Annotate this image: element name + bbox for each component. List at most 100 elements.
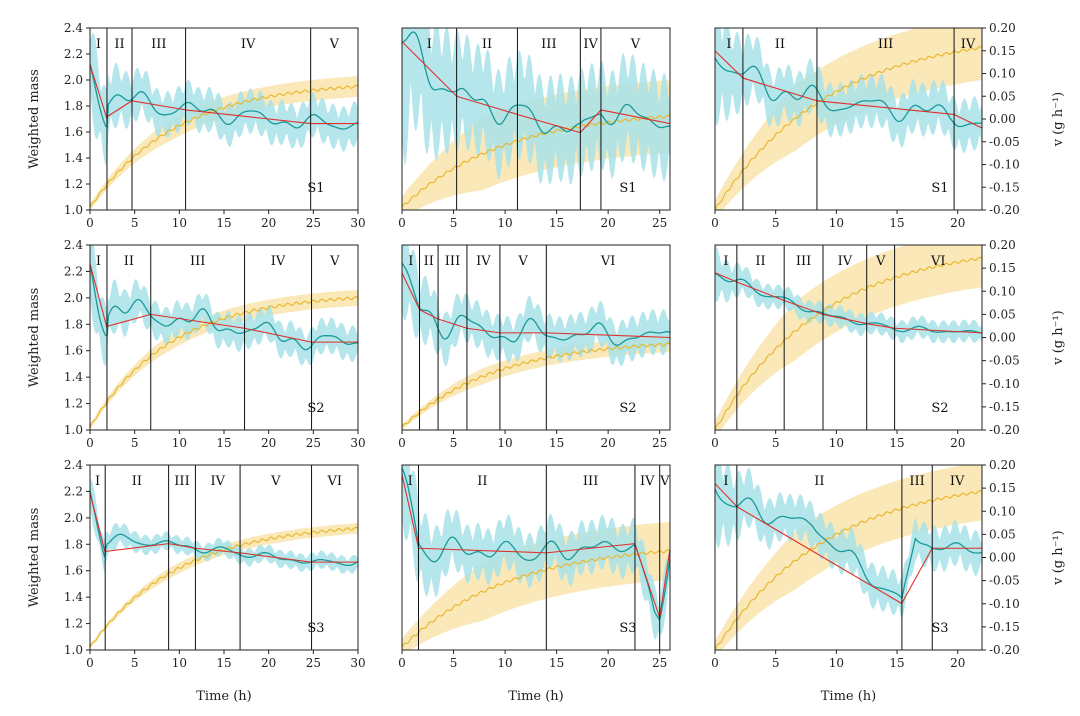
phase-label: IV (950, 474, 965, 489)
rate-line (715, 57, 982, 128)
phase-fit-line (131, 100, 186, 111)
v-axis-label: v (g h⁻¹) (1051, 92, 1066, 148)
x-tick-label: 30 (350, 656, 365, 670)
phase-fit-line (466, 327, 500, 334)
x-tick-label: 0 (711, 216, 719, 230)
phase-label: V (630, 37, 641, 52)
phase-label: I (95, 474, 100, 489)
phase-fit-line (90, 263, 108, 329)
mass-line (402, 549, 670, 648)
mass-band (90, 76, 358, 210)
x-tick-label: 0 (711, 656, 719, 670)
phase-label: III (174, 474, 189, 489)
phase-label: V (270, 474, 281, 489)
x-axis-label: Time (h) (821, 689, 877, 704)
phase-label: III (541, 37, 556, 52)
x-tick-label: 10 (497, 216, 512, 230)
rate-line (402, 467, 670, 621)
sample-label: S3 (307, 621, 324, 636)
rate-line (402, 262, 670, 346)
y-tick-label: 1.0 (64, 423, 83, 437)
rate-line (90, 490, 358, 567)
x-tick-label: 20 (261, 216, 276, 230)
mass-band (715, 28, 982, 210)
phase-label: II (132, 474, 142, 489)
v-tick-label: -0.15 (989, 620, 1020, 634)
x-tick-label: 10 (172, 436, 187, 450)
phase-label: VI (930, 254, 946, 269)
v-tick-label: 0.05 (989, 307, 1016, 321)
y-tick-label: 2.4 (64, 458, 83, 472)
phase-label: IV (961, 37, 976, 52)
y-tick-label: 2.4 (64, 238, 83, 252)
phase-fit-line (90, 64, 108, 119)
x-tick-label: 0 (86, 216, 94, 230)
x-tick-label: 0 (711, 436, 719, 450)
v-tick-label: -0.05 (989, 135, 1020, 149)
v-tick-label: 0.05 (989, 527, 1016, 541)
phase-fit-line (168, 543, 196, 549)
rate-band (715, 246, 982, 344)
rate-band (90, 245, 358, 366)
y-tick-label: 2.2 (64, 484, 83, 498)
plot-area (402, 28, 670, 210)
v-tick-label: 0.15 (989, 44, 1016, 58)
x-tick-label: 30 (350, 436, 365, 450)
v-tick-label: 0.10 (989, 284, 1016, 298)
phase-fit-line (105, 543, 169, 553)
phase-fit-line (402, 41, 458, 97)
x-tick-label: 0 (398, 216, 406, 230)
phase-fit-line (894, 327, 982, 334)
phase-label: III (909, 474, 924, 489)
x-tick-label: 20 (601, 436, 616, 450)
x-tick-label: 15 (549, 216, 564, 230)
phase-label: I (723, 254, 728, 269)
phase-label: III (151, 37, 166, 52)
v-tick-label: 0.20 (989, 458, 1016, 472)
v-tick-label: -0.10 (989, 158, 1020, 172)
phase-fit-line (240, 552, 312, 563)
phase-label: I (726, 37, 731, 52)
rate-band (90, 477, 358, 574)
x-tick-label: 15 (889, 436, 904, 450)
phase-fit-line (185, 109, 311, 125)
y-tick-label: 1.4 (64, 590, 83, 604)
phase-label: II (814, 474, 824, 489)
x-tick-label: 0 (86, 436, 94, 450)
phase-fit-line (953, 114, 982, 129)
x-tick-label: 25 (652, 656, 667, 670)
x-tick-label: 5 (772, 216, 780, 230)
y-tick-label: 1.4 (64, 151, 83, 165)
sample-label: S1 (307, 181, 324, 196)
y-tick-label: 1.2 (64, 617, 83, 631)
phase-label: IV (640, 474, 655, 489)
y-tick-label: 1.0 (64, 643, 83, 657)
phase-label: II (755, 254, 765, 269)
y-tick-label: 1.6 (64, 564, 83, 578)
x-tick-label: 10 (829, 216, 844, 230)
mass-line (402, 342, 670, 428)
phase-label: II (124, 254, 134, 269)
plot-area (90, 32, 358, 210)
y-tick-label: 2.0 (64, 291, 83, 305)
x-tick-label: 25 (306, 216, 321, 230)
phase-label: V (329, 254, 340, 269)
x-tick-label: 0 (86, 656, 94, 670)
plot-area (90, 477, 358, 649)
phase-label: IV (210, 474, 225, 489)
y-tick-label: 1.6 (64, 344, 83, 358)
rate-band (715, 465, 982, 620)
phase-fit-line (90, 492, 106, 553)
phase-label: IV (583, 37, 598, 52)
phase-fit-line (736, 281, 785, 301)
x-tick-label: 15 (216, 436, 231, 450)
v-axis-label: v (g h⁻¹) (1051, 530, 1066, 586)
rate-line (90, 263, 358, 351)
phase-fit-line (106, 100, 133, 118)
x-tick-label: 15 (549, 436, 564, 450)
phase-label: IV (838, 254, 853, 269)
x-tick-label: 20 (601, 216, 616, 230)
